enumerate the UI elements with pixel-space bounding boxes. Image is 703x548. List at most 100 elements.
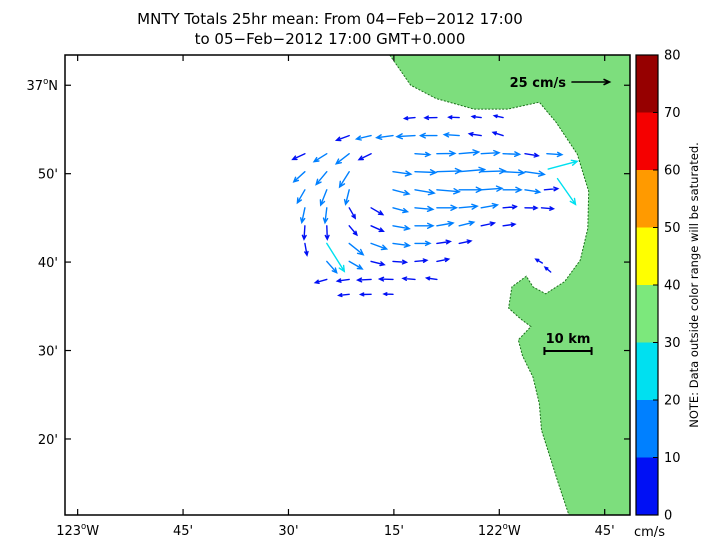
current-vector bbox=[423, 115, 438, 121]
current-vector bbox=[480, 185, 504, 192]
colorbar-tick-label: 60 bbox=[664, 164, 681, 179]
current-vector bbox=[502, 151, 522, 157]
scale-vector-label: 25 cm/s bbox=[510, 76, 567, 91]
current-vector bbox=[292, 171, 306, 183]
current-vector bbox=[355, 277, 372, 283]
colorbar-band bbox=[636, 400, 658, 458]
colorbar-tick-label: 0 bbox=[664, 509, 672, 524]
current-vector bbox=[502, 204, 519, 210]
current-vector bbox=[458, 149, 481, 156]
current-vector bbox=[534, 258, 543, 264]
current-vector bbox=[414, 222, 435, 229]
current-vector bbox=[392, 170, 413, 177]
current-vector bbox=[414, 151, 432, 158]
current-vector bbox=[524, 188, 542, 195]
tick-label: 15' bbox=[384, 524, 404, 539]
colorbar-group: 0 10 20 30 40 50 60 70 80 bbox=[635, 49, 681, 524]
current-vector bbox=[502, 186, 523, 193]
current-vector bbox=[414, 240, 432, 247]
tick-label: 20' bbox=[38, 433, 58, 448]
current-vector bbox=[556, 177, 577, 206]
current-vector bbox=[401, 276, 416, 281]
current-vector bbox=[348, 260, 364, 270]
current-vector bbox=[470, 114, 482, 119]
scale-bar-group: 10 km bbox=[543, 332, 593, 355]
tick-label: 45' bbox=[595, 524, 615, 539]
colorbar-tick-label: 30 bbox=[664, 336, 681, 351]
current-vector bbox=[546, 151, 564, 158]
current-vector bbox=[348, 242, 365, 256]
current-vector bbox=[326, 260, 338, 274]
current-vector bbox=[392, 225, 411, 231]
current-vector bbox=[480, 149, 501, 157]
land-polygon bbox=[389, 55, 630, 515]
current-vector bbox=[447, 115, 460, 120]
current-vector bbox=[335, 278, 350, 283]
current-vector bbox=[414, 169, 438, 176]
current-vector bbox=[392, 242, 412, 248]
current-vector bbox=[338, 171, 350, 189]
tick-label: 50' bbox=[38, 168, 58, 183]
axes-box bbox=[64, 54, 631, 516]
current-vector bbox=[395, 133, 416, 140]
colorbar-units-label: cm/s bbox=[634, 525, 665, 540]
current-vector bbox=[319, 189, 328, 207]
current-vector bbox=[524, 205, 539, 211]
current-vector bbox=[375, 134, 394, 140]
tick-label: 30' bbox=[278, 524, 298, 539]
current-vector bbox=[540, 206, 556, 211]
current-vector bbox=[436, 257, 451, 263]
colorbar-band bbox=[636, 170, 658, 228]
current-vector bbox=[458, 220, 476, 227]
current-vector bbox=[312, 153, 328, 163]
colorbar-tick-label: 50 bbox=[664, 221, 681, 236]
current-vector bbox=[370, 260, 386, 267]
current-vector bbox=[337, 293, 350, 298]
current-vector bbox=[322, 207, 329, 225]
current-vector bbox=[357, 153, 372, 161]
current-vector bbox=[348, 207, 357, 220]
current-vector bbox=[436, 188, 461, 195]
current-vector bbox=[370, 207, 385, 216]
current-vector bbox=[414, 189, 436, 196]
figure-title-line2: to 05−Feb−2012 17:00 GMT+0.000 bbox=[195, 30, 466, 48]
current-vector bbox=[491, 131, 504, 137]
current-vector bbox=[377, 276, 394, 282]
current-vector bbox=[524, 152, 540, 158]
current-vector bbox=[480, 202, 500, 209]
colorbar-band bbox=[636, 112, 658, 170]
colorbar-band bbox=[636, 55, 658, 113]
land-polygon-group bbox=[389, 55, 630, 515]
current-vector bbox=[304, 242, 309, 257]
current-vector bbox=[414, 205, 435, 212]
current-vector bbox=[480, 167, 507, 175]
current-vector bbox=[334, 153, 350, 165]
colorbar-tick-label: 40 bbox=[664, 279, 681, 294]
current-vector bbox=[313, 278, 328, 284]
scale-vector-arrow bbox=[571, 78, 612, 86]
figure-title-line1: MNTY Totals 25hr mean: From 04−Feb−2012 … bbox=[137, 10, 523, 28]
current-vector bbox=[348, 225, 358, 237]
colorbar-band bbox=[636, 342, 658, 400]
current-vector bbox=[543, 186, 560, 192]
current-vector bbox=[458, 203, 479, 210]
current-vector bbox=[436, 239, 452, 245]
current-vector bbox=[436, 150, 457, 157]
current-vector bbox=[324, 225, 330, 241]
current-vector bbox=[424, 276, 438, 281]
tick-label: 122oW bbox=[478, 522, 521, 539]
current-vector bbox=[382, 292, 394, 296]
colorbar-tick-label: 10 bbox=[664, 451, 681, 466]
lat-lon-ticks-group: 123oW 45' 30' 15' 122oW 45' 37oN 50' 40' 30' 20' bbox=[27, 55, 630, 539]
current-vector bbox=[502, 222, 517, 227]
colorbar-tick-label: 70 bbox=[664, 106, 681, 121]
current-vector bbox=[301, 225, 307, 241]
current-vector bbox=[334, 134, 350, 142]
current-vector bbox=[402, 116, 416, 121]
colorbar-band bbox=[636, 227, 658, 285]
tick-label: 40' bbox=[38, 256, 58, 271]
current-vector bbox=[370, 225, 385, 233]
current-vector bbox=[436, 204, 459, 211]
